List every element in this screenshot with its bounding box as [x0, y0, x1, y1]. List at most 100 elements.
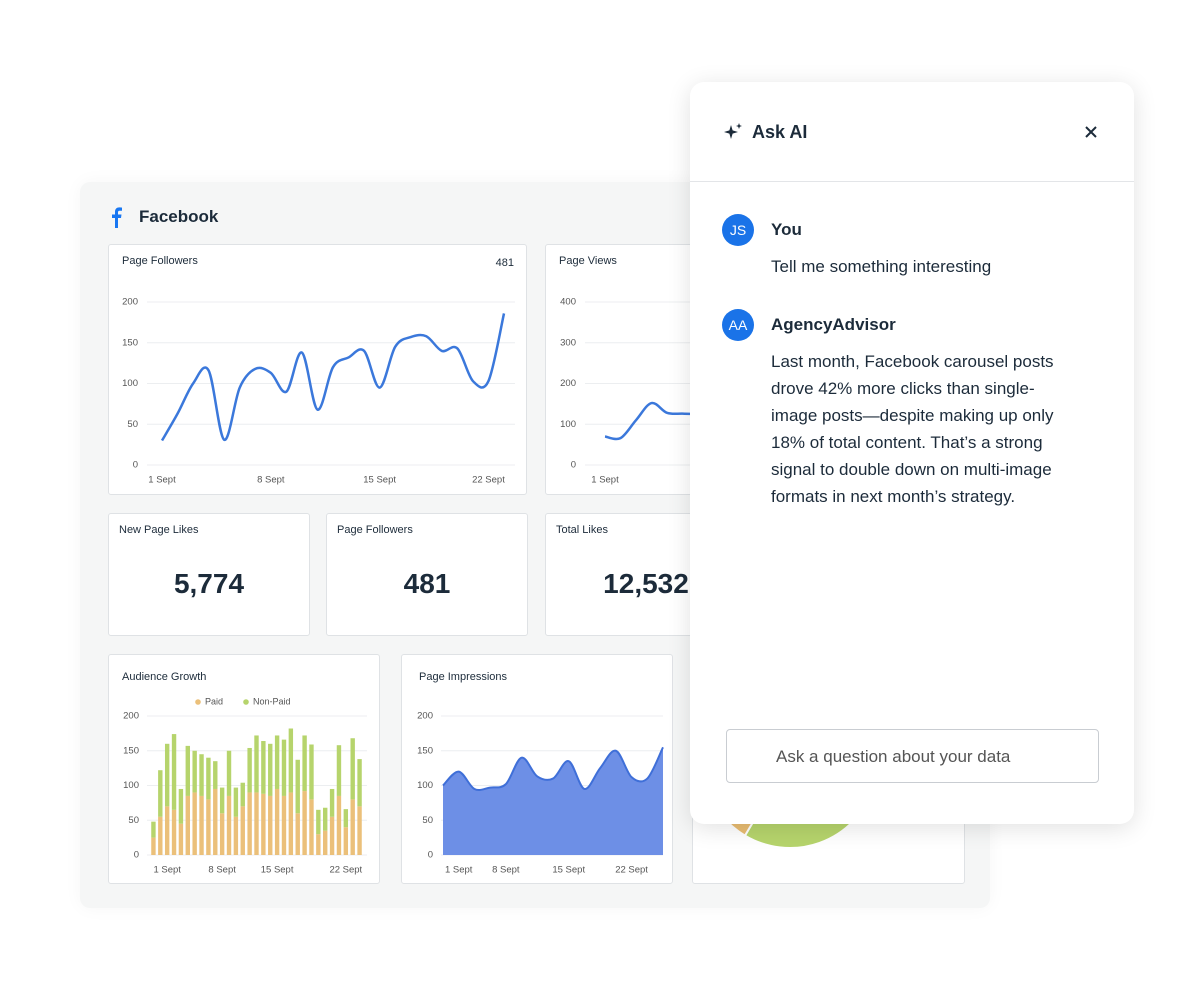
author: You — [771, 220, 802, 239]
bar-segment — [158, 770, 163, 817]
y-tick-label: 50 — [128, 815, 139, 826]
bar-segment — [343, 809, 349, 828]
y-tick-label: 50 — [422, 815, 433, 826]
kpi-label: Total Likes — [556, 524, 608, 536]
bar-segment — [164, 743, 170, 807]
kpi-value: 5,774 — [173, 568, 245, 599]
x-tick-label: 1 Sept — [591, 475, 619, 486]
x-tick-label: 1 Sept — [148, 475, 176, 486]
bar-segment — [185, 795, 190, 855]
bar-segment — [329, 788, 335, 817]
bar-segment — [336, 745, 342, 796]
bar-segment — [192, 792, 197, 855]
chart-title: Page Views — [559, 255, 617, 267]
y-tick-label: 0 — [571, 460, 576, 471]
y-tick-label: 200 — [122, 297, 138, 308]
area-line — [442, 746, 664, 791]
y-tick-label: 150 — [123, 745, 139, 756]
bar-segment — [185, 745, 190, 796]
bar-segment — [357, 806, 362, 855]
bar-segment — [323, 807, 328, 831]
bar-segment — [261, 793, 266, 855]
message: Last month, Facebook carousel posts drov… — [771, 352, 1054, 506]
bar-segment — [288, 792, 294, 855]
bar-segment — [178, 788, 184, 824]
y-tick-label: 100 — [417, 780, 433, 791]
bar-segment — [343, 827, 349, 855]
kpi-label: New Page Likes — [119, 524, 199, 536]
close-button[interactable] — [1085, 126, 1097, 138]
kpi-value: 12,532 — [603, 568, 689, 599]
kpi-value: 481 — [403, 568, 451, 599]
x-tick-label: 8 Sept — [257, 475, 285, 486]
y-tick-label: 100 — [560, 419, 576, 430]
x-tick-label: 22 Sept — [329, 865, 362, 876]
y-tick-label: 200 — [417, 711, 433, 722]
y-tick-label: 0 — [133, 460, 138, 471]
bar-segment — [323, 830, 328, 855]
bar-segment — [226, 750, 232, 796]
bar-segment — [302, 791, 307, 855]
bar-segment — [268, 743, 273, 796]
y-tick-label: 400 — [560, 297, 576, 308]
bar-segment — [295, 759, 300, 814]
bar-segment — [199, 754, 204, 796]
x-tick-label: 22 Sept — [615, 865, 648, 876]
facebook-icon — [112, 207, 122, 228]
legend-label: Non-Paid — [253, 696, 291, 706]
bar-segment — [213, 788, 218, 855]
bar-segment — [254, 792, 259, 855]
bar-segment — [164, 806, 170, 855]
x-tick-label: 1 Sept — [153, 865, 181, 876]
dashboard-title: Facebook — [139, 207, 219, 226]
panel-title: Ask AI — [752, 122, 808, 142]
kpi-card: New Page Likes 5,774 — [108, 513, 310, 636]
legend-label: Paid — [205, 696, 223, 706]
y-tick-label: 0 — [134, 850, 139, 861]
sparkle-icon — [724, 123, 742, 139]
y-tick-label: 50 — [127, 419, 138, 430]
bar-segment — [219, 813, 225, 855]
y-tick-label: 200 — [560, 378, 576, 389]
bar-segment — [295, 813, 300, 855]
bar-segment — [316, 834, 321, 855]
bar-segment — [288, 728, 294, 793]
bar-segment — [336, 795, 342, 855]
bar-segment — [192, 750, 197, 793]
bar-segment — [302, 735, 307, 792]
legend-marker — [195, 699, 201, 705]
bar-segment — [178, 823, 184, 855]
x-tick-label: 1 Sept — [445, 865, 473, 876]
x-tick-label: 8 Sept — [208, 865, 236, 876]
kpi-card: Page Followers 481 — [326, 513, 528, 636]
bar-segment — [206, 757, 211, 800]
bar-segment — [233, 787, 239, 817]
bar-segment — [309, 744, 314, 800]
bar-segment — [213, 761, 218, 789]
bar-segment — [281, 795, 287, 855]
bar-segment — [247, 792, 252, 855]
bar-segment — [274, 735, 280, 789]
bar-segment — [219, 787, 225, 814]
bar-segment — [206, 799, 211, 855]
avatar: JS — [722, 214, 754, 246]
bar-segment — [151, 821, 156, 838]
bar-segment — [268, 795, 273, 855]
chart-summary: 481 — [495, 257, 514, 269]
bar-segment — [151, 837, 156, 855]
line — [160, 313, 506, 442]
bar-segment — [254, 735, 259, 793]
chart-title: Page Followers — [122, 255, 198, 267]
bar-segment — [329, 816, 335, 855]
x-tick-label: 22 Sept — [472, 475, 505, 486]
y-tick-label: 150 — [417, 745, 433, 756]
x-tick-label: 15 Sept — [552, 865, 585, 876]
bar-segment — [281, 739, 287, 796]
ai-panel: Ask AI JS You Tell me something interest… — [690, 82, 1134, 824]
bar-segment — [350, 738, 355, 800]
bar-segment — [350, 799, 355, 855]
kpi-label: Page Followers — [337, 524, 413, 536]
divider — [690, 181, 1134, 182]
bar-segment — [171, 809, 177, 855]
question-input[interactable]: Ask a question about your data — [726, 729, 1099, 783]
